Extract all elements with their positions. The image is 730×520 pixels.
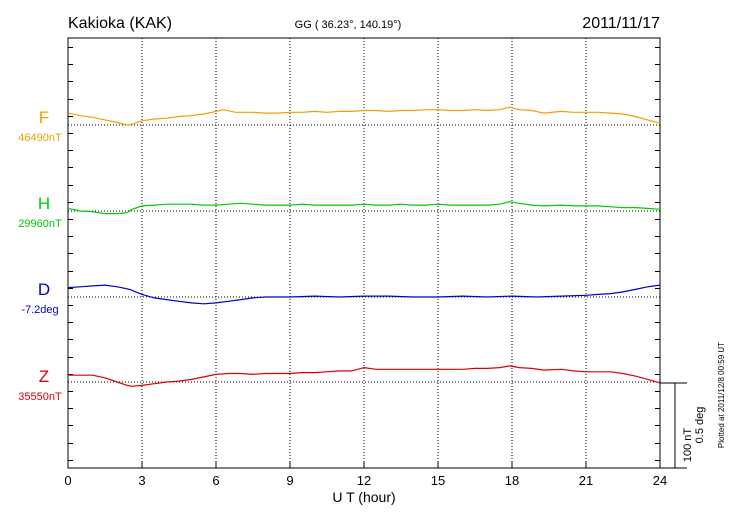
- trace-h: [67, 201, 661, 215]
- baseline-value-d: -7.2deg: [21, 304, 58, 316]
- trace-d: [67, 284, 661, 305]
- plot-date: 2011/11/17: [582, 15, 660, 32]
- component-name-d: D: [38, 280, 50, 299]
- x-axis-ticks: 0 3 6 9 12 15 18 21 24: [64, 462, 667, 488]
- component-traces: [67, 106, 661, 387]
- x-tick-label-24: 24: [653, 473, 667, 488]
- x-axis-label: U T (hour): [332, 489, 395, 505]
- station-coordinates: GG ( 36.23°, 140.19°): [295, 19, 402, 31]
- component-baselines: [68, 124, 660, 383]
- trace-f: [67, 106, 661, 126]
- plot-frame: [67, 37, 661, 469]
- x-tick-label-15: 15: [431, 473, 445, 488]
- left-right-minor-ticks: [68, 47, 660, 461]
- component-name-h: H: [38, 194, 50, 213]
- plotted-timestamp: Plotted at 2011/12/8 00:59 UT: [717, 342, 726, 448]
- x-tick-label-21: 21: [579, 473, 593, 488]
- baseline-value-h: 29960nT: [18, 218, 62, 230]
- x-tick-label-12: 12: [357, 473, 371, 488]
- station-title: Kakioka (KAK): [68, 15, 172, 32]
- component-name-z: Z: [39, 367, 49, 386]
- x-tick-label-3: 3: [138, 473, 145, 488]
- component-labels: F 46490nT H 29960nT D -7.2deg Z 35550nT: [18, 108, 62, 403]
- x-tick-label-6: 6: [212, 473, 219, 488]
- x-tick-label-9: 9: [286, 473, 293, 488]
- component-name-f: F: [39, 108, 49, 127]
- x-tick-label-18: 18: [505, 473, 519, 488]
- baseline-value-f: 46490nT: [18, 132, 62, 144]
- scale-bar: 100 nT 0.5 deg: [660, 382, 706, 469]
- baseline-value-z: 35550nT: [18, 391, 62, 403]
- vertical-gridlines: [141, 38, 587, 468]
- scale-bar-nt-label: 100 nT: [682, 428, 694, 463]
- scale-bar-deg-label: 0.5 deg: [694, 407, 706, 444]
- trace-z: [68, 365, 661, 387]
- x-tick-label-0: 0: [64, 473, 71, 488]
